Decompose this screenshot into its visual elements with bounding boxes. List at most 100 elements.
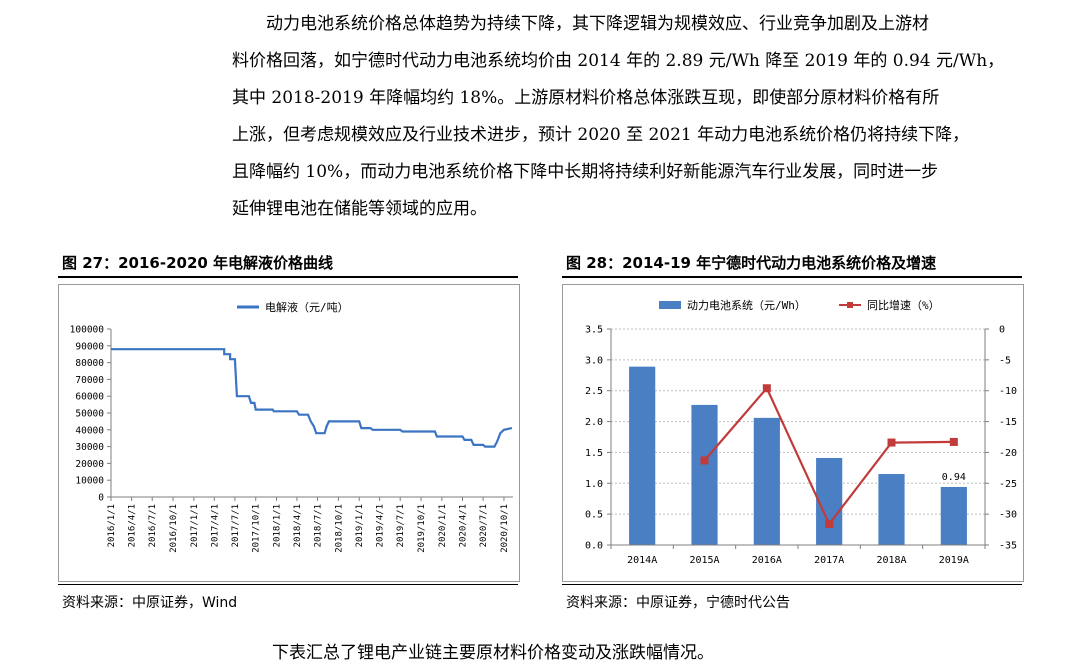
y-right-tick-label: -35 (999, 541, 1017, 552)
x-tick-label: 2015A (689, 555, 719, 566)
x-tick-label: 2018A (876, 555, 906, 566)
paragraph-line: 其中 2018-2019 年降幅均约 18%。上游原材料价格总体涨跌互现，即使部… (232, 88, 940, 108)
growth-point (887, 438, 896, 447)
y-tick-label: 0 (98, 493, 104, 504)
figure27-bottom-rule (58, 584, 518, 585)
x-tick-label: 2017A (814, 555, 844, 566)
x-tick-label: 2020/10/1 (500, 504, 510, 553)
chart-gridlines (611, 328, 985, 515)
growth-point (949, 437, 958, 446)
y-tick-label: 40000 (75, 425, 104, 436)
x-tick-label: 2019/7/1 (396, 504, 406, 547)
price-bar (629, 366, 656, 545)
y-right-tick-label: -15 (999, 417, 1017, 428)
x-tick-label: 2020/7/1 (479, 504, 489, 547)
chart-legend: 动力电池系统（元/Wh） 同比增速（%） (659, 298, 940, 312)
x-tick-label: 2016/1/1 (107, 504, 117, 547)
y-tick-label: 20000 (75, 459, 104, 470)
y-tick-label: 30000 (75, 442, 104, 453)
x-tick-label: 2018/10/1 (334, 504, 344, 553)
figure27-title: 图 27：2016-2020 年电解液价格曲线 (62, 254, 334, 272)
y-tick-label: 1.5 (585, 448, 603, 459)
y-tick-label: 70000 (75, 375, 104, 386)
y-tick-label: 1.0 (585, 479, 603, 490)
x-tick-label: 2018/1/1 (273, 504, 283, 547)
x-tick-label: 2018/7/1 (314, 504, 324, 547)
legend-marker-swatch (847, 302, 853, 308)
x-tick-label: 2019/4/1 (376, 504, 386, 547)
x-tick-label: 2014A (627, 555, 657, 566)
y-tick-label: 10000 (75, 476, 104, 487)
chart-legend: 电解液（元/吨） (237, 300, 349, 314)
x-tick-label: 2020/4/1 (458, 504, 468, 547)
figure28-source: 资料来源：中原证券，宁德时代公告 (566, 595, 790, 611)
figure27-chart-frame: 电解液（元/吨） 0 10000 20000 30000 40000 50000 60000… (58, 284, 520, 582)
electrolyte-price-chart: 电解液（元/吨） 0 10000 20000 30000 40000 50000 60000… (70, 300, 513, 553)
y-tick-label: 90000 (75, 341, 104, 352)
x-tick-label: 2016/7/1 (148, 504, 158, 547)
x-tick-label: 2017/1/1 (190, 504, 200, 547)
y-axis-left: 0.0 0.5 1.0 1.5 2.0 2.5 3.0 3.5 (585, 325, 612, 552)
price-bar (940, 486, 967, 545)
body-paragraph: 动力电池系统价格总体趋势为持续下降，其下降逻辑为规模效应、行业竞争加剧及上游材 … (232, 6, 1072, 228)
x-tick-label: 2017/4/1 (210, 504, 220, 547)
paragraph-line: 延伸锂电池在储能等领域的应用。 (232, 199, 487, 219)
electrolyte-price-line (111, 348, 513, 448)
y-right-tick-label: 0 (999, 325, 1005, 336)
x-tick-label: 2016A (752, 555, 782, 566)
figure28-top-rule (562, 276, 1022, 278)
y-tick-label: 80000 (75, 358, 104, 369)
battery-system-price-chart: 动力电池系统（元/Wh） 同比增速（%） 0.0 0.5 1.0 1.5 2.0 2.5 3… (585, 298, 1017, 566)
price-bar (878, 474, 905, 545)
chart-series (111, 348, 513, 448)
x-tick-label: 2019/1/1 (355, 504, 365, 547)
y-tick-label: 50000 (75, 409, 104, 420)
figure27-top-rule (58, 276, 518, 278)
y-right-tick-label: -30 (999, 510, 1017, 521)
x-tick-label: 2019A (939, 555, 969, 566)
figure28-bottom-rule (562, 584, 1022, 585)
price-bar (816, 457, 843, 545)
paragraph-line: 上涨，但考虑规模效应及行业技术进步，预计 2020 至 2021 年动力电池系统… (232, 125, 970, 145)
x-tick-label: 2019/10/1 (417, 504, 427, 553)
bar-data-label: 0.94 (942, 472, 966, 483)
legend-label: 同比增速（%） (867, 298, 940, 312)
x-axis: 2014A 2015A 2016A 2017A 2018A 2019A (610, 544, 986, 566)
growth-point (700, 456, 709, 465)
legend-label: 电解液（元/吨） (265, 300, 349, 314)
y-tick-label: 3.0 (585, 355, 603, 366)
y-tick-label: 0.0 (585, 541, 603, 552)
y-axis-right: 0 -5 -10 -15 -20 -25 -30 -35 (984, 325, 1017, 552)
paragraph-line: 料价格回落，如宁德时代动力电池系统均价由 2014 年的 2.89 元/Wh 降… (232, 51, 1005, 71)
growth-point (762, 384, 771, 393)
legend-label: 动力电池系统（元/Wh） (687, 299, 806, 312)
growth-point (825, 520, 834, 529)
x-tick-label: 2016/10/1 (169, 504, 179, 553)
y-tick-label: 2.0 (585, 417, 603, 428)
legend-bar-swatch (659, 301, 681, 309)
figure28-chart-frame: 动力电池系统（元/Wh） 同比增速（%） 0.0 0.5 1.0 1.5 2.0 2.5 3… (562, 284, 1024, 582)
y-right-tick-label: -20 (999, 448, 1017, 459)
y-tick-label: 100000 (70, 325, 105, 336)
price-bar (691, 404, 718, 545)
y-axis: 0 10000 20000 30000 40000 50000 60000 70000 8000… (70, 325, 112, 504)
x-tick-label: 2018/4/1 (293, 504, 303, 547)
x-axis: 2016/1/1 2016/4/1 2016/7/1 2016/10/1 2017/1/… (107, 496, 513, 553)
y-right-tick-label: -10 (999, 386, 1017, 397)
y-tick-label: 0.5 (585, 510, 603, 521)
x-tick-label: 2017/7/1 (231, 504, 241, 547)
x-tick-label: 2017/10/1 (252, 504, 262, 553)
bar-series: 0.94 (629, 366, 967, 545)
y-right-tick-label: -25 (999, 479, 1017, 490)
x-tick-label: 2016/4/1 (128, 504, 138, 547)
closing-sentence: 下表汇总了锂电产业链主要原材料价格变动及涨跌幅情况。 (272, 643, 714, 663)
paragraph-line: 动力电池系统价格总体趋势为持续下降，其下降逻辑为规模效应、行业竞争加剧及上游材 (266, 14, 929, 34)
y-tick-label: 3.5 (585, 325, 603, 336)
paragraph-line: 且降幅约 10%，而动力电池系统价格下降中长期将持续利好新能源汽车行业发展，同时… (232, 162, 939, 182)
y-right-tick-label: -5 (999, 355, 1011, 366)
y-tick-label: 60000 (75, 392, 104, 403)
figure28-title: 图 28：2014-19 年宁德时代动力电池系统价格及增速 (566, 254, 937, 272)
x-tick-label: 2020/1/1 (438, 504, 448, 547)
figure27-source: 资料来源：中原证券，Wind (62, 595, 238, 611)
price-bar (753, 417, 780, 545)
